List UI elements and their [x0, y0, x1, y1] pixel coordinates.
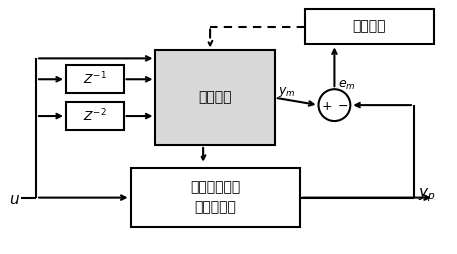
Text: +: +: [322, 100, 333, 113]
Bar: [304, 9, 434, 44]
Bar: [155, 51, 275, 145]
Text: $u$: $u$: [9, 192, 20, 207]
Circle shape: [319, 89, 351, 121]
Text: 神经网络: 神经网络: [198, 91, 232, 105]
Text: 磁控形状记忆: 磁控形状记忆: [190, 181, 240, 195]
Bar: [131, 168, 300, 227]
Text: $e_m$: $e_m$: [338, 79, 356, 92]
Text: $y_p$: $y_p$: [418, 187, 436, 204]
Bar: [66, 65, 123, 93]
Text: −: −: [338, 100, 348, 113]
Text: $Z^{-1}$: $Z^{-1}$: [83, 71, 106, 88]
Text: $y_m$: $y_m$: [278, 85, 295, 99]
Bar: [66, 102, 123, 130]
Text: $Z^{-2}$: $Z^{-2}$: [83, 108, 106, 124]
Text: 合金执行器: 合金执行器: [194, 201, 236, 215]
Text: 训练算法: 训练算法: [352, 20, 386, 34]
